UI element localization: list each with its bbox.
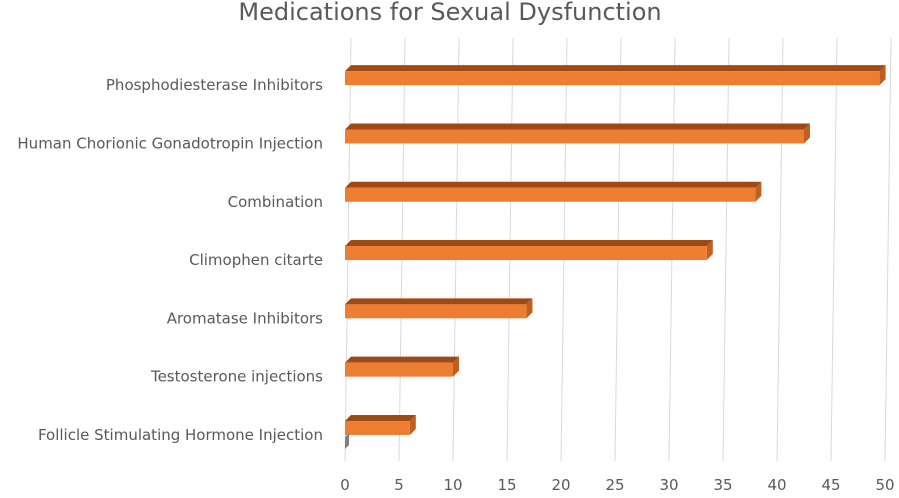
tick-label: 40 <box>767 476 786 493</box>
bar <box>345 123 810 144</box>
bar-front-face <box>345 129 804 144</box>
tick-label: 15 <box>497 476 516 493</box>
category-label: Human Chorionic Gonadotropin Injection <box>17 134 323 152</box>
category-label: Phosphodiesterase Inhibitors <box>106 76 323 94</box>
tick-label: 25 <box>605 476 624 493</box>
category-labels: Phosphodiesterase Inhibitors Human Chorio… <box>17 76 323 444</box>
bar-side-face <box>706 240 713 261</box>
tick-label: 35 <box>713 476 732 493</box>
tick-label: 45 <box>821 476 840 493</box>
tick-label: 30 <box>659 476 678 493</box>
bar <box>345 298 533 319</box>
category-label: Combination <box>228 193 323 211</box>
tick-label: 10 <box>443 476 462 493</box>
bar-front-face <box>345 246 707 261</box>
bar-top-face <box>345 356 459 363</box>
x-axis-tick-labels: 0 5 10 15 20 25 30 35 40 45 50 <box>340 476 894 494</box>
axis-base-wedge <box>345 433 349 449</box>
bar-front-face <box>345 71 880 86</box>
bar-front-face <box>345 362 453 377</box>
bar-top-face <box>345 123 810 130</box>
tick-label: 5 <box>394 476 404 493</box>
bar-side-face <box>526 298 533 319</box>
category-label: Testosterone injections <box>150 368 323 386</box>
bar-side-face <box>453 356 459 377</box>
bar <box>345 240 713 261</box>
chart-title: Medications for Sexual Dysfunction <box>238 0 661 26</box>
bar-side-face <box>804 123 810 144</box>
bar-side-face <box>879 65 886 86</box>
bars <box>345 65 886 449</box>
gridline <box>884 37 892 462</box>
bar <box>345 356 459 377</box>
bar-front-face <box>345 304 527 319</box>
bar <box>345 414 416 435</box>
bar-side-face <box>755 181 762 202</box>
category-label: Climophen citarte <box>189 251 323 269</box>
tick-label: 20 <box>551 476 570 493</box>
bar-top-face <box>345 414 416 421</box>
bar <box>345 65 886 86</box>
bar-top-face <box>345 240 713 247</box>
tick-label: 0 <box>340 476 350 493</box>
tick-label: 50 <box>875 476 894 493</box>
bar-front-face <box>345 420 410 435</box>
gridline <box>830 37 838 462</box>
bar-top-face <box>345 181 762 188</box>
bar <box>345 181 762 202</box>
bar-top-face <box>345 65 886 72</box>
gridline <box>776 37 784 462</box>
category-label: Follicle Stimulating Hormone Injection <box>38 426 323 444</box>
bar-side-face <box>409 414 416 435</box>
category-label: Aromatase Inhibitors <box>167 309 323 327</box>
gridline <box>722 37 730 462</box>
bar-front-face <box>345 187 756 202</box>
bar-top-face <box>345 298 533 305</box>
